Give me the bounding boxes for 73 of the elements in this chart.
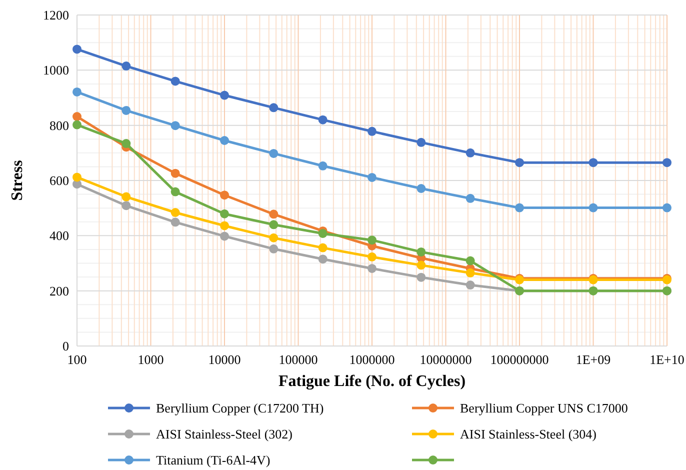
point (466, 268, 475, 278)
x-tick-label: 1000 (138, 352, 164, 367)
point (220, 136, 229, 146)
point (170, 187, 180, 196)
y-tick-label: 200 (50, 283, 69, 298)
point (269, 103, 278, 112)
point (466, 280, 475, 290)
point (515, 158, 524, 168)
point (170, 208, 180, 217)
legend-label: Beryllium Copper (C17200 TH) (156, 400, 324, 416)
point (269, 233, 278, 242)
point (170, 218, 180, 227)
y-tick-label: 1200 (43, 8, 69, 22)
y-tick-label: 800 (50, 118, 69, 133)
point (269, 220, 278, 230)
y-tick-label: 400 (50, 228, 69, 244)
point (466, 148, 475, 158)
x-tick-label: 10000 (208, 352, 241, 367)
point (318, 228, 328, 238)
point (122, 192, 131, 202)
x-axis-title: Fatigue Life (No. of Cycles) (278, 373, 466, 390)
point (72, 112, 82, 122)
point (220, 190, 229, 200)
x-tick-label: 1000000 (349, 352, 395, 367)
point (318, 115, 328, 124)
x-tick-label: 1E+10 (650, 352, 684, 367)
point (72, 172, 82, 182)
legend-label: Beryllium Copper UNS C17000 (460, 400, 628, 416)
point (122, 106, 131, 115)
point (416, 184, 426, 193)
point (220, 209, 229, 218)
point (170, 168, 180, 178)
point (269, 148, 278, 158)
point (416, 247, 426, 256)
point (368, 172, 376, 182)
y-tick-label: 1000 (43, 62, 69, 78)
point (466, 256, 475, 266)
point (416, 138, 426, 147)
x-tick-label: 1E+09 (576, 352, 611, 367)
point (122, 139, 131, 148)
y-axis-title: Stress (9, 160, 26, 201)
point (72, 44, 82, 54)
point (416, 260, 426, 270)
point (269, 244, 278, 254)
point (318, 254, 328, 264)
point (220, 221, 229, 230)
point (72, 120, 82, 130)
point (318, 243, 328, 252)
x-tick-label: 10000000 (420, 352, 472, 367)
point (318, 161, 328, 170)
x-tick-label: 100000000 (490, 352, 549, 367)
point (416, 272, 426, 282)
point (368, 236, 376, 245)
point (515, 203, 524, 212)
point (122, 201, 131, 210)
legend-label: AISI Stainless-Steel (304) (460, 426, 596, 442)
point (72, 87, 82, 96)
legend-label: AISI Stainless-Steel (302) (156, 426, 292, 442)
point (269, 210, 278, 219)
point (122, 62, 131, 71)
point (170, 121, 180, 130)
x-tick-label: 100 (67, 352, 87, 367)
legend-label: Titanium (Ti-6Al-4V) (156, 452, 270, 468)
point (368, 264, 376, 273)
point (368, 126, 376, 136)
point (220, 90, 229, 100)
y-tick-label: 0 (62, 338, 69, 354)
point (368, 252, 376, 262)
point (466, 194, 475, 203)
x-tick-label: 100000 (278, 352, 318, 367)
point (220, 232, 229, 241)
y-tick-label: 600 (50, 173, 69, 188)
point (170, 76, 180, 86)
